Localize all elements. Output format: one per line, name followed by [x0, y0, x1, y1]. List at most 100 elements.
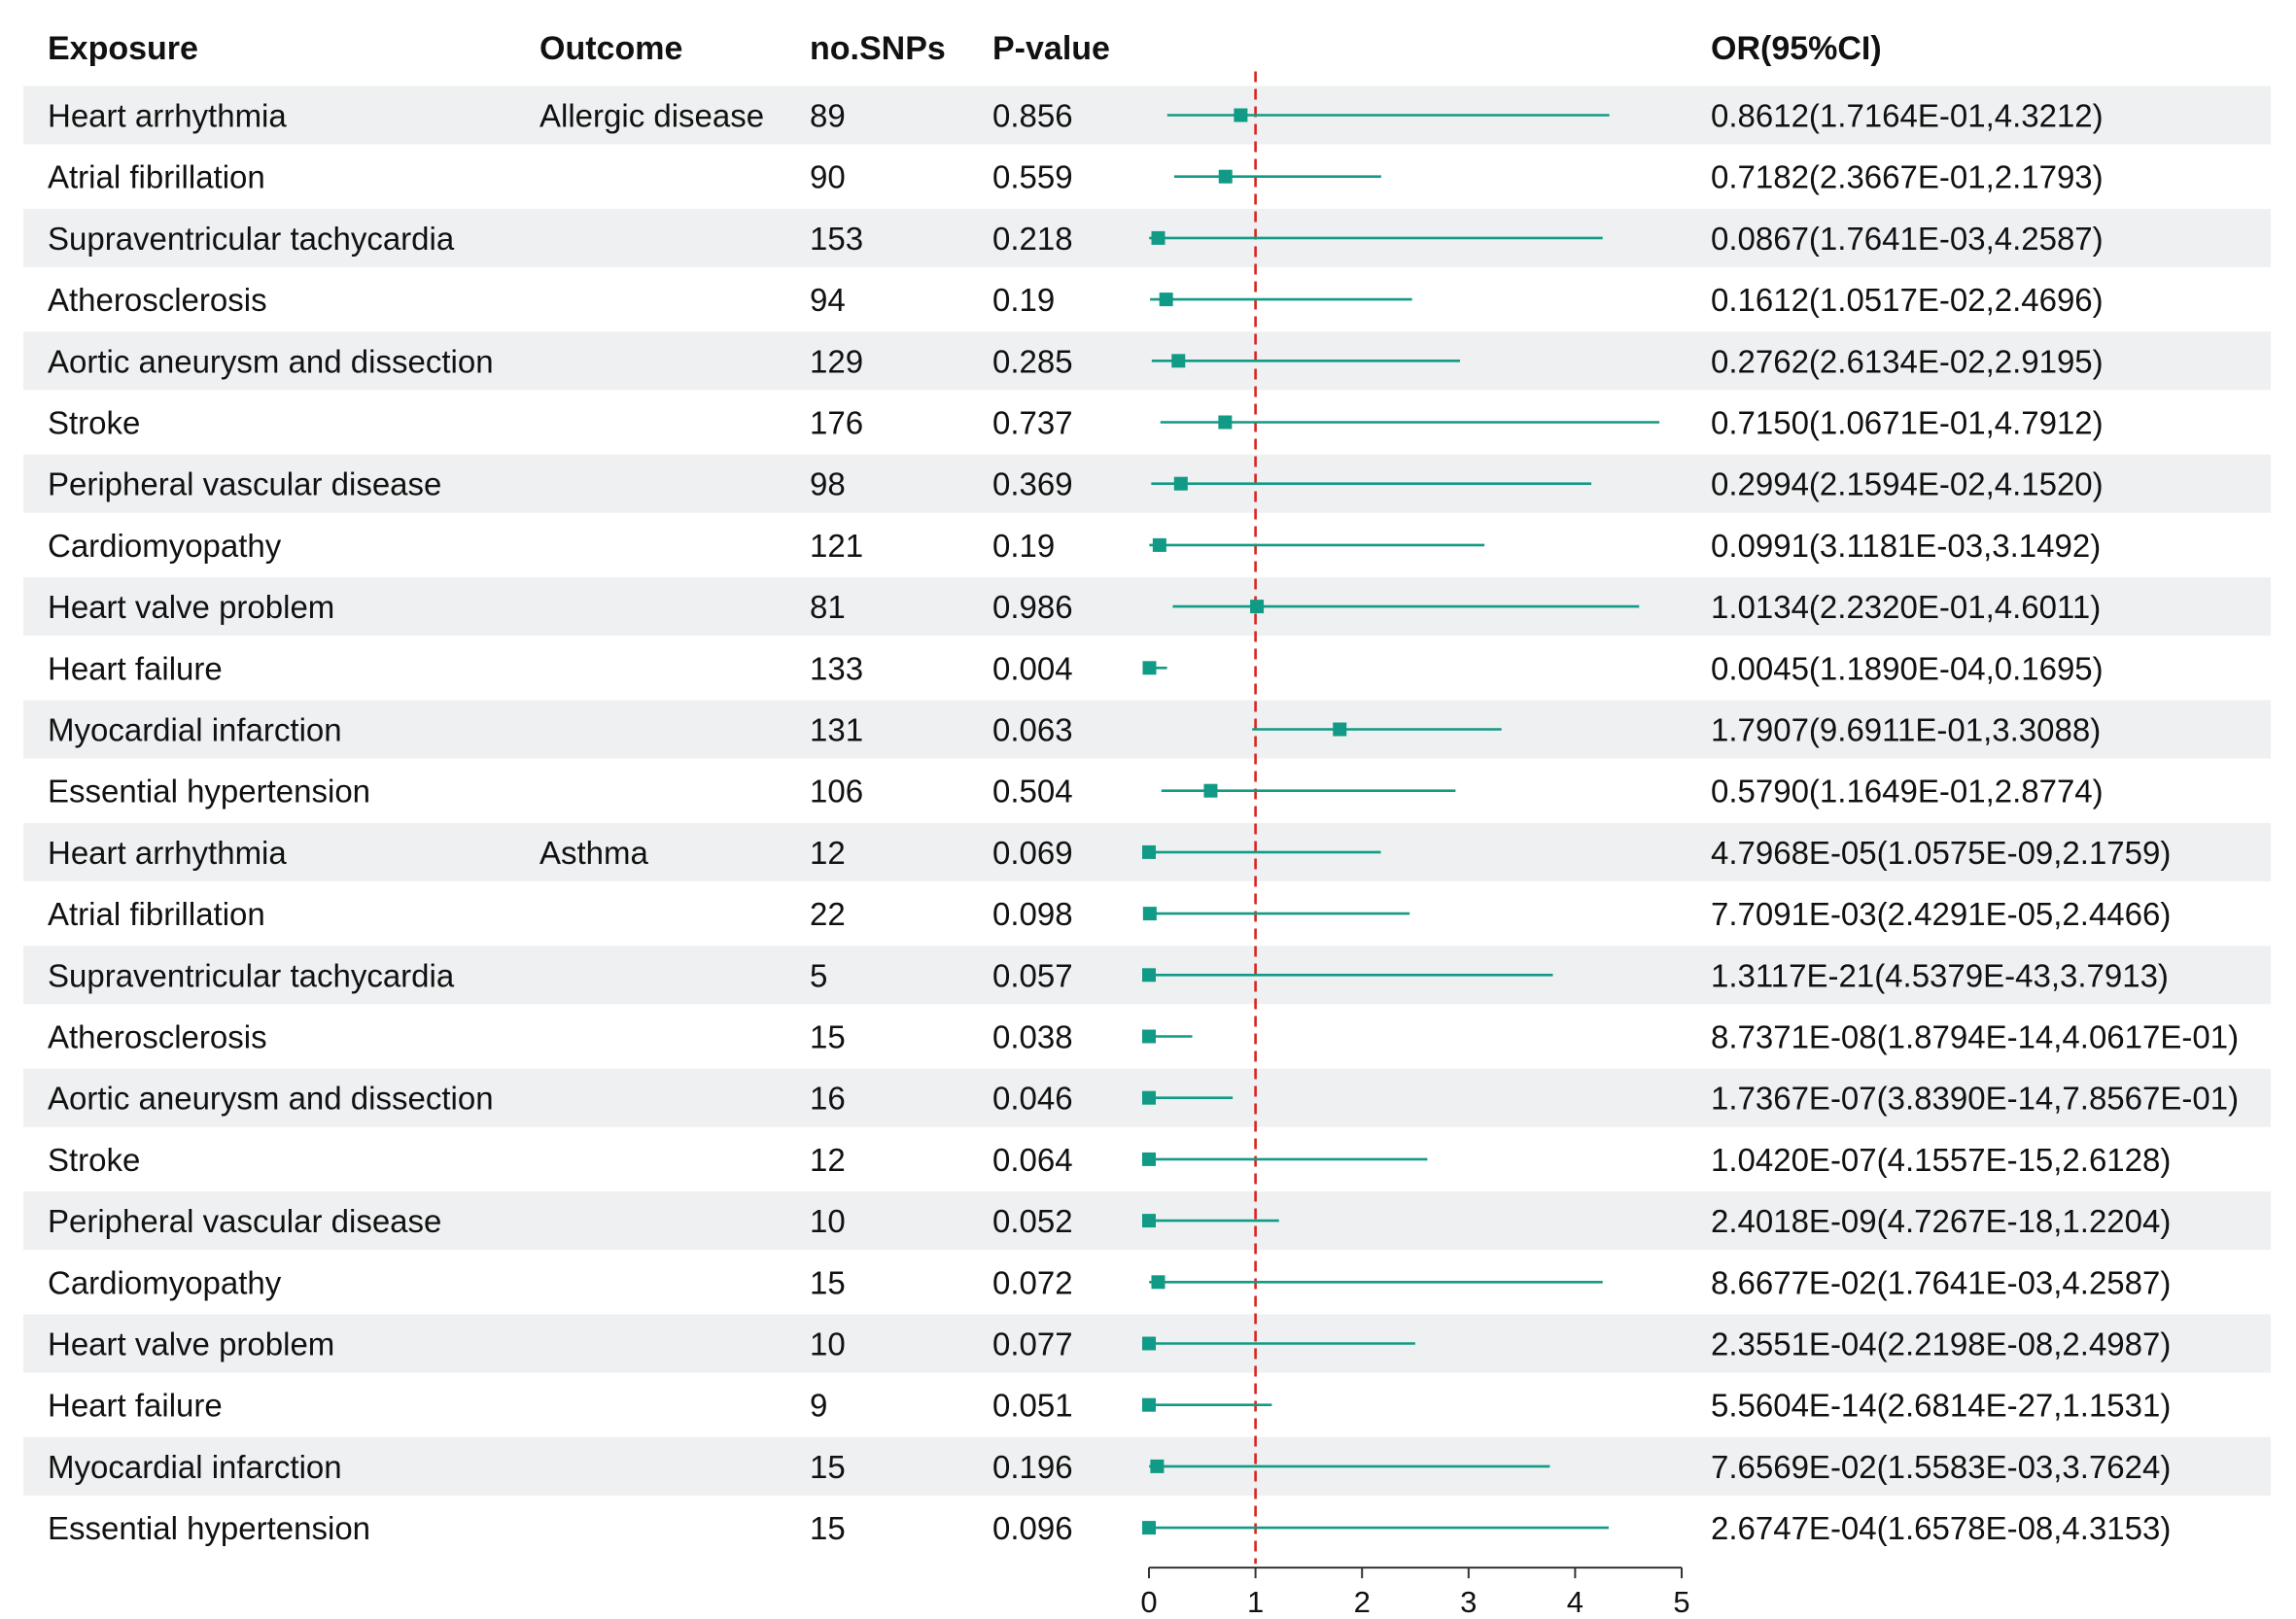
exposure-cell: Atrial fibrillation	[48, 896, 265, 932]
exposure-cell: Essential hypertension	[48, 774, 370, 810]
or-ci-cell: 2.6747E-04(1.6578E-08,4.3153)	[1711, 1510, 2171, 1546]
exposure-cell: Heart arrhythmia	[48, 835, 287, 871]
exposure-cell: Heart failure	[48, 650, 223, 686]
or-ci-cell: 7.7091E-03(2.4291E-05,2.4466)	[1711, 896, 2171, 932]
exposure-cell: Atherosclerosis	[48, 1019, 267, 1055]
row-band	[23, 270, 2271, 329]
nsnps-cell: 131	[810, 712, 863, 748]
pvalue-cell: 0.064	[992, 1142, 1073, 1178]
pvalue-cell: 0.051	[992, 1388, 1073, 1424]
tick-label: 3	[1460, 1585, 1477, 1619]
nsnps-cell: 22	[810, 896, 846, 932]
exposure-cell: Heart valve problem	[48, 1326, 334, 1362]
row-band	[23, 761, 2271, 820]
exposure-cell: Stroke	[48, 1142, 140, 1178]
exposure-cell: Peripheral vascular disease	[48, 1203, 441, 1239]
row-band	[23, 86, 2271, 145]
or-ci-cell: 1.0420E-07(4.1557E-15,2.6128)	[1711, 1142, 2171, 1178]
pvalue-cell: 0.057	[992, 957, 1073, 993]
exposure-cell: Atrial fibrillation	[48, 159, 265, 195]
exposure-cell: Heart valve problem	[48, 589, 334, 625]
nsnps-cell: 81	[810, 589, 846, 625]
pvalue-cell: 0.069	[992, 835, 1073, 871]
tick-label: 0	[1140, 1585, 1157, 1619]
or-ci-cell: 1.0134(2.2320E-01,4.6011)	[1711, 589, 2101, 625]
or-ci-cell: 0.7182(2.3667E-01,2.1793)	[1711, 159, 2104, 195]
or-point	[1173, 476, 1188, 491]
or-ci-cell: 8.6677E-02(1.7641E-03,4.2587)	[1711, 1264, 2171, 1300]
or-ci-cell: 0.0991(3.1181E-03,3.1492)	[1711, 528, 2101, 564]
pvalue-cell: 0.737	[992, 405, 1073, 441]
or-point	[1159, 293, 1173, 307]
pvalue-cell: 0.369	[992, 466, 1073, 502]
nsnps-cell: 15	[810, 1264, 846, 1300]
pvalue-cell: 0.046	[992, 1081, 1073, 1117]
nsnps-cell: 15	[810, 1510, 846, 1546]
or-ci-cell: 2.3551E-04(2.2198E-08,2.4987)	[1711, 1326, 2171, 1362]
pvalue-cell: 0.856	[992, 98, 1073, 134]
nsnps-cell: 129	[810, 343, 863, 379]
row-band	[23, 208, 2271, 267]
outcome-cell: Allergic disease	[539, 98, 764, 134]
or-point	[1142, 661, 1157, 675]
tick-label: 5	[1673, 1585, 1689, 1619]
nsnps-cell: 153	[810, 221, 863, 257]
or-ci-cell: 7.6569E-02(1.5583E-03,3.7624)	[1711, 1449, 2171, 1485]
exposure-cell: Myocardial infarction	[48, 1449, 342, 1485]
or-ci-cell: 1.7907(9.6911E-01,3.3088)	[1711, 712, 2101, 748]
or-ci-cell: 8.7371E-08(1.8794E-14,4.0617E-01)	[1711, 1019, 2239, 1055]
or-ci-cell: 4.7968E-05(1.0575E-09,2.1759)	[1711, 835, 2171, 871]
or-ci-cell: 0.5790(1.1649E-01,2.8774)	[1711, 774, 2104, 810]
header-or-ci: OR(95%CI)	[1711, 30, 1882, 67]
row-band	[23, 454, 2271, 513]
row-band	[23, 147, 2271, 206]
or-ci-cell: 0.2762(2.6134E-02,2.9195)	[1711, 343, 2104, 379]
nsnps-cell: 106	[810, 774, 863, 810]
table-cells: Heart arrhythmia Allergic disease 89 0.856 0…	[48, 98, 2239, 1547]
or-point	[1234, 108, 1248, 122]
column-headers: Exposure Outcome no.SNPs P-value OR(95%C…	[48, 30, 1882, 67]
header-pvalue: P-value	[992, 30, 1110, 67]
exposure-cell: Heart arrhythmia	[48, 98, 287, 134]
exposure-cell: Peripheral vascular disease	[48, 466, 441, 502]
or-point	[1142, 1521, 1157, 1535]
or-ci-cell: 0.0045(1.1890E-04,0.1695)	[1711, 650, 2104, 686]
nsnps-cell: 89	[810, 98, 846, 134]
or-point	[1142, 1152, 1156, 1166]
x-axis: 0 1 2 3 4 5	[1140, 1567, 1690, 1619]
nsnps-cell: 98	[810, 466, 846, 502]
pvalue-cell: 0.196	[992, 1449, 1073, 1485]
or-point	[1142, 1336, 1157, 1351]
or-ci-cell: 0.8612(1.7164E-01,4.3212)	[1711, 98, 2104, 134]
nsnps-cell: 10	[810, 1326, 846, 1362]
exposure-cell: Essential hypertension	[48, 1510, 370, 1546]
tick-label: 1	[1247, 1585, 1264, 1619]
nsnps-cell: 16	[810, 1081, 846, 1117]
or-ci-cell: 2.4018E-09(4.7267E-18,1.2204)	[1711, 1203, 2171, 1239]
exposure-cell: Supraventricular tachycardia	[48, 957, 455, 993]
or-ci-cell: 0.1612(1.0517E-02,2.4696)	[1711, 282, 2104, 318]
outcome-cell: Asthma	[539, 835, 649, 871]
exposure-cell: Aortic aneurysm and dissection	[48, 343, 494, 379]
exposure-cell: Aortic aneurysm and dissection	[48, 1081, 494, 1117]
row-bands	[23, 86, 2271, 1558]
nsnps-cell: 133	[810, 650, 863, 686]
or-point	[1171, 354, 1186, 368]
pvalue-cell: 0.052	[992, 1203, 1073, 1239]
or-point	[1142, 844, 1157, 859]
row-band	[23, 577, 2271, 637]
or-point	[1333, 722, 1347, 737]
or-point	[1151, 230, 1165, 245]
or-ci-cell: 0.7150(1.0671E-01,4.7912)	[1711, 405, 2104, 441]
tick-label: 4	[1567, 1585, 1583, 1619]
or-point	[1142, 968, 1156, 982]
or-ci-cell: 5.5604E-14(2.6814E-27,1.1531)	[1711, 1388, 2171, 1424]
forest-marks	[1142, 108, 1660, 1535]
exposure-cell: Cardiomyopathy	[48, 1264, 282, 1300]
row-band	[23, 1436, 2271, 1496]
nsnps-cell: 12	[810, 835, 846, 871]
or-ci-cell: 0.2994(2.1594E-02,4.1520)	[1711, 466, 2104, 502]
or-point	[1142, 1029, 1156, 1044]
pvalue-cell: 0.218	[992, 221, 1073, 257]
